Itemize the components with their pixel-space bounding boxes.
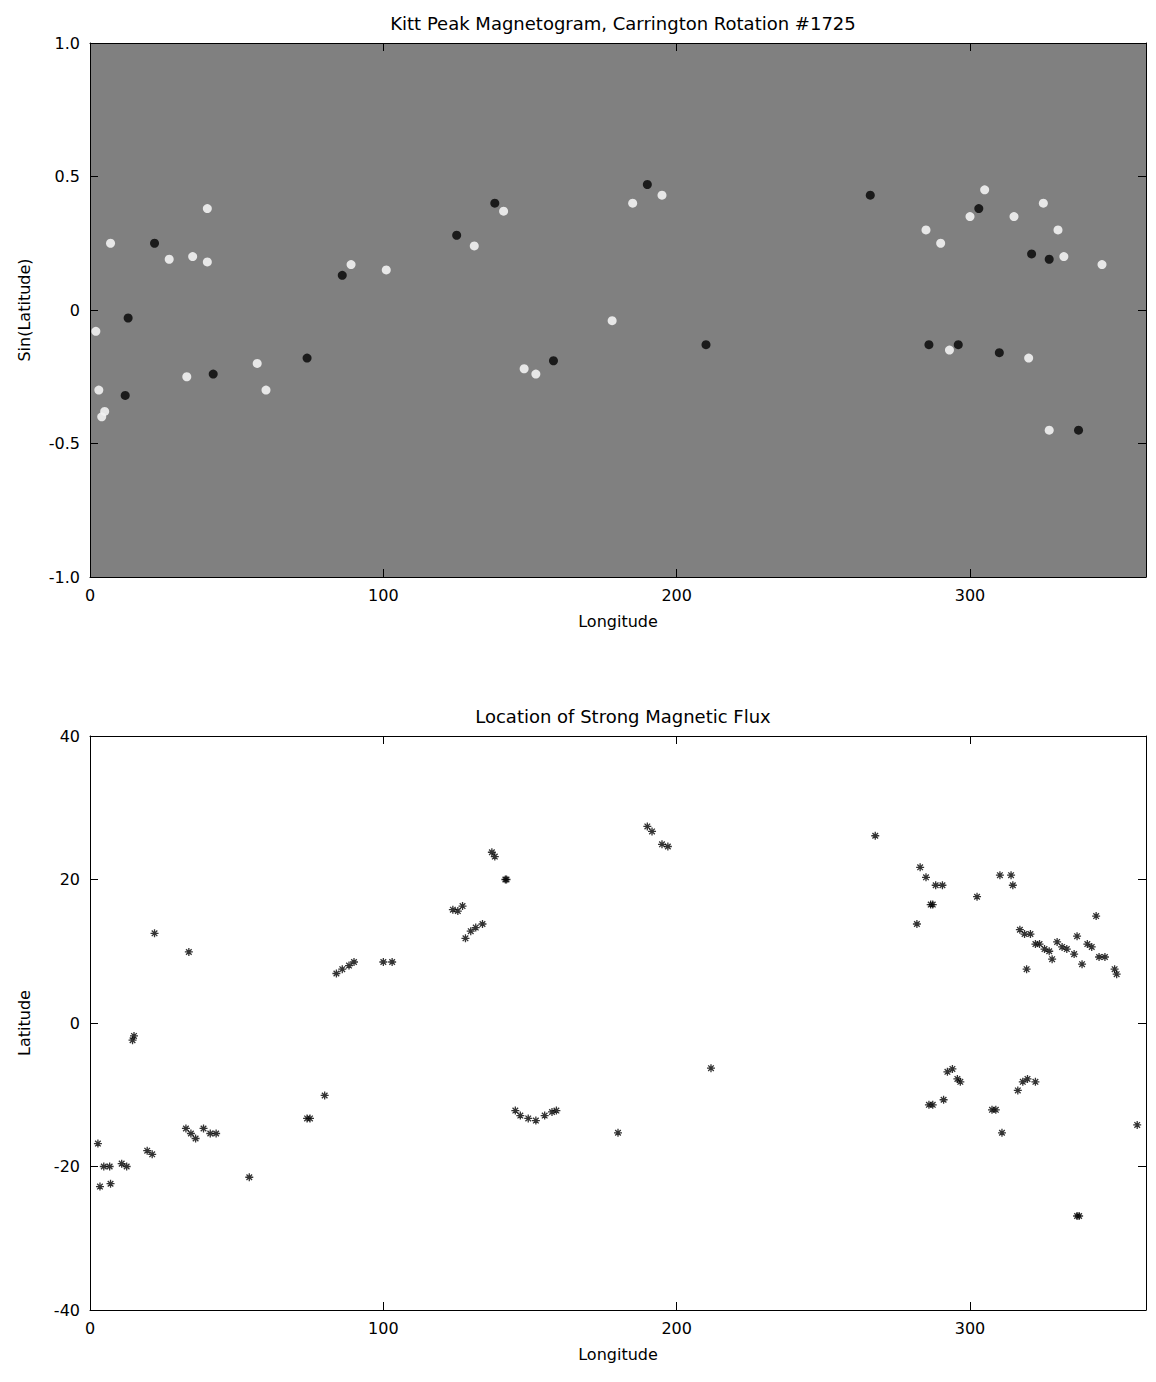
svg-text:Kitt Peak Magnetogram, Carring: Kitt Peak Magnetogram, Carrington Rotati… <box>390 13 856 34</box>
svg-text:100: 100 <box>368 586 399 605</box>
svg-text:Longitude: Longitude <box>578 1345 658 1364</box>
svg-text:0: 0 <box>70 1014 80 1033</box>
svg-text:-0.5: -0.5 <box>49 434 80 453</box>
svg-text:Longitude: Longitude <box>578 612 658 631</box>
svg-text:Location of Strong Magnetic Fl: Location of Strong Magnetic Flux <box>475 706 771 727</box>
svg-text:-20: -20 <box>54 1157 80 1176</box>
svg-text:300: 300 <box>955 586 986 605</box>
svg-text:20: 20 <box>60 870 80 889</box>
svg-text:-1.0: -1.0 <box>49 568 80 587</box>
svg-text:100: 100 <box>368 1319 399 1338</box>
svg-text:40: 40 <box>60 727 80 746</box>
svg-text:0.5: 0.5 <box>55 167 80 186</box>
svg-text:0: 0 <box>85 1319 95 1338</box>
svg-text:200: 200 <box>661 1319 692 1338</box>
svg-text:1.0: 1.0 <box>55 34 80 53</box>
svg-text:0: 0 <box>85 586 95 605</box>
svg-text:-40: -40 <box>54 1301 80 1320</box>
svg-text:0: 0 <box>70 301 80 320</box>
svg-text:Sin(Latitude): Sin(Latitude) <box>15 258 34 361</box>
svg-text:300: 300 <box>955 1319 986 1338</box>
svg-text:Latitude: Latitude <box>15 990 34 1056</box>
svg-text:200: 200 <box>661 586 692 605</box>
